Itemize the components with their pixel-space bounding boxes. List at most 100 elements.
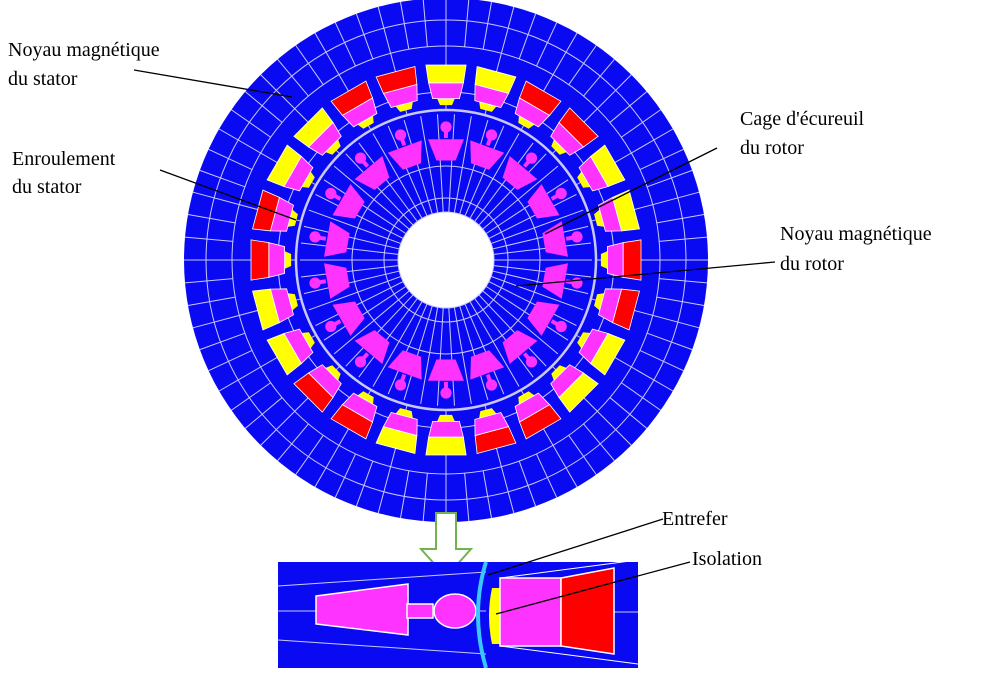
rotor-bar-round	[394, 379, 407, 391]
stator-slot-insulation	[577, 171, 591, 188]
stator-winding-outer	[612, 288, 641, 331]
stator-mesh-line	[334, 22, 357, 67]
rotor-mesh-line	[482, 290, 559, 355]
stator-slot-insulation	[287, 293, 298, 311]
stator-winding-outer	[266, 333, 302, 376]
label-stator-core-line2: du stator	[8, 68, 78, 90]
rotor-bar-trapezoid	[502, 330, 538, 364]
stator-winding-outer	[474, 426, 517, 455]
rotor-mesh-line	[459, 119, 489, 215]
inset-insulation	[489, 588, 500, 644]
rotor-bar-trapezoid	[428, 359, 464, 381]
stator-winding-outer	[519, 80, 562, 116]
inset-detail	[277, 559, 639, 669]
stator-mesh-line	[277, 58, 309, 97]
stator-slot-insulation	[518, 391, 535, 405]
rotor-mesh-line	[474, 298, 534, 378]
rotor-cage-bars	[309, 121, 583, 399]
stator-winding-outer	[425, 64, 467, 84]
stator-winding-outer	[590, 144, 626, 187]
leader-rotor-core	[515, 261, 776, 287]
stator-winding-outer	[330, 80, 373, 116]
rotor-mesh-line	[492, 270, 589, 295]
stator-mesh-line	[646, 169, 693, 188]
stator-slot-insulation	[594, 293, 605, 311]
rotor-bar-round	[309, 231, 321, 243]
rotor-bar-trapezoid	[542, 263, 568, 299]
rotor-mesh	[300, 114, 592, 406]
stator-slot-insulation	[518, 115, 535, 129]
rotor-mesh-line	[493, 265, 592, 278]
stator-mesh-line	[355, 13, 374, 60]
rotor-bar-trapezoid	[470, 140, 505, 170]
stator-winding-outer	[425, 436, 467, 456]
stator-mesh-line	[199, 332, 246, 351]
stator-mesh-line	[184, 236, 233, 242]
rotor-bar-round	[309, 277, 321, 289]
stator-slot-insulation	[325, 139, 341, 155]
stator-mesh-line	[621, 109, 661, 138]
rotor-bar-round	[485, 129, 498, 141]
rotor-bar-neck	[444, 382, 448, 389]
label-insulation: Isolation	[692, 548, 762, 570]
rotor-bar-trapezoid	[354, 330, 390, 364]
stator-slot-insulation	[395, 408, 413, 419]
stator-mesh-line	[464, 473, 470, 522]
stator-slot-insulation	[551, 139, 567, 155]
stator-mesh-line	[464, 0, 470, 47]
rotor-mesh-line	[448, 114, 455, 213]
stator-mesh-line	[208, 349, 253, 372]
stator-winding-outer	[251, 189, 280, 232]
stator-mesh-line	[482, 1, 492, 50]
stator-mesh-line	[187, 214, 236, 224]
stator-mesh-line	[609, 91, 648, 123]
rotor-mesh-line	[469, 133, 520, 219]
stator-mesh-line	[535, 22, 558, 67]
leader-stator-core	[133, 69, 293, 98]
rotor-mesh-line	[333, 290, 410, 355]
rotor-bar-trapezoid	[324, 221, 350, 257]
stator-slot-insulation	[594, 209, 605, 227]
stator-mesh-line	[656, 296, 705, 306]
stator-mesh-line	[583, 58, 615, 97]
rotor-mesh-line	[478, 294, 547, 367]
stator-slots	[250, 64, 642, 456]
rotor-mesh-line	[474, 142, 534, 222]
stator-winding-outer	[375, 65, 418, 94]
leader-stator-winding	[159, 169, 297, 221]
rotor-bar-trapezoid	[527, 301, 560, 336]
rotor-bar-trapezoid	[354, 156, 390, 190]
rotor-mesh-line	[482, 165, 559, 230]
stator-mesh-line	[422, 0, 428, 47]
rotor-mesh-line	[315, 281, 404, 326]
stator-mesh-line	[355, 460, 374, 507]
stator-mesh-line	[184, 278, 233, 284]
stator-mesh-line	[535, 453, 558, 498]
motor-cross-section	[184, 0, 708, 522]
rotor-mesh-line	[387, 125, 428, 217]
stator-mesh-line	[639, 148, 684, 171]
rotor-bar-round	[571, 231, 583, 243]
rotor-mesh-line	[300, 265, 399, 278]
inset-rotor-bar	[315, 583, 409, 636]
stator-mesh-line	[568, 45, 597, 85]
rotor-bar-round	[555, 320, 567, 333]
stator-winding-inner	[428, 82, 464, 99]
stator-winding-outer	[558, 107, 599, 148]
rotor-mesh-line	[485, 179, 569, 235]
inset-round-bar	[433, 593, 477, 629]
rotor-mesh-line	[437, 114, 444, 213]
label-stator-winding-line2: du stator	[12, 176, 82, 198]
rotor-mesh-line	[492, 225, 589, 250]
rotor-mesh-line	[493, 242, 592, 255]
rotor-mesh-line	[303, 270, 400, 295]
stator-mesh-line	[244, 397, 283, 429]
stator-mesh-line	[231, 109, 271, 138]
rotor-mesh-line	[403, 119, 433, 215]
rotor-mesh-line	[345, 153, 414, 226]
stator-mesh-line	[639, 349, 684, 372]
rotor-mesh-line	[464, 303, 505, 395]
stator-mesh-line	[646, 332, 693, 351]
rotor-bar-trapezoid	[387, 140, 422, 170]
